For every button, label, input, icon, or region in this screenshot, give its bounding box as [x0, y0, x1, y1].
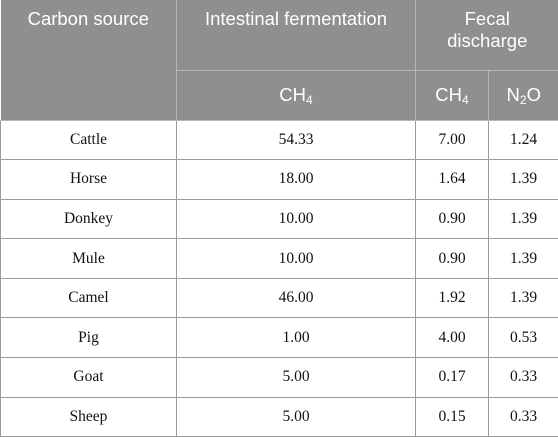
table-row: Cattle 54.33 7.00 1.24: [1, 120, 558, 160]
cell-if-ch4: 10.00: [177, 239, 416, 279]
ch4-subscript: 4: [306, 93, 313, 107]
cell-if-ch4: 10.00: [177, 199, 416, 239]
cell-if-ch4: 5.00: [177, 397, 416, 437]
cell-fd-ch4: 0.15: [416, 397, 489, 437]
header-carbon-source-label: Carbon source: [28, 8, 149, 29]
cell-fd-ch4: 0.90: [416, 239, 489, 279]
table-row: Horse 18.00 1.64 1.39: [1, 160, 558, 200]
cell-source: Sheep: [1, 397, 177, 437]
cell-fd-ch4: 4.00: [416, 318, 489, 358]
cell-source: Cattle: [1, 120, 177, 160]
table-row: Donkey 10.00 0.90 1.39: [1, 199, 558, 239]
cell-if-ch4: 46.00: [177, 278, 416, 318]
header-intestinal-fermentation: Intestinal fermentation: [177, 0, 416, 70]
cell-fd-ch4: 1.92: [416, 278, 489, 318]
cell-fd-n2o: 0.33: [489, 397, 558, 437]
header-fecal-discharge: Fecal discharge: [416, 0, 558, 70]
table-header: Carbon source Intestinal fermentation Fe…: [1, 0, 558, 120]
ch4-subscript: 4: [462, 93, 469, 107]
cell-source: Donkey: [1, 199, 177, 239]
cell-source: Mule: [1, 239, 177, 279]
cell-if-ch4: 54.33: [177, 120, 416, 160]
table-row: Pig 1.00 4.00 0.53: [1, 318, 558, 358]
n2o-label: N: [507, 84, 520, 105]
cell-fd-n2o: 1.39: [489, 278, 558, 318]
cell-fd-ch4: 7.00: [416, 120, 489, 160]
cell-source: Goat: [1, 358, 177, 398]
cell-if-ch4: 5.00: [177, 358, 416, 398]
cell-fd-ch4: 0.90: [416, 199, 489, 239]
cell-if-ch4: 1.00: [177, 318, 416, 358]
cell-fd-ch4: 0.17: [416, 358, 489, 398]
n2o-label-tail: O: [527, 84, 541, 105]
cell-fd-n2o: 1.39: [489, 160, 558, 200]
emissions-table-container: Carbon source Intestinal fermentation Fe…: [0, 0, 558, 428]
cell-fd-n2o: 1.24: [489, 120, 558, 160]
table-row: Goat 5.00 0.17 0.33: [1, 358, 558, 398]
ch4-label: CH: [435, 84, 462, 105]
table-row: Camel 46.00 1.92 1.39: [1, 278, 558, 318]
n2o-subscript: 2: [520, 93, 527, 107]
cell-fd-n2o: 1.39: [489, 199, 558, 239]
header-fecal-discharge-label: Fecal discharge: [447, 8, 527, 51]
header-row-1: Carbon source Intestinal fermentation Fe…: [1, 0, 558, 70]
header-fd-ch4: CH4: [416, 70, 489, 120]
cell-fd-n2o: 0.33: [489, 358, 558, 398]
cell-source: Horse: [1, 160, 177, 200]
cell-source: Pig: [1, 318, 177, 358]
cell-if-ch4: 18.00: [177, 160, 416, 200]
table-row: Sheep 5.00 0.15 0.33: [1, 397, 558, 437]
cell-fd-ch4: 1.64: [416, 160, 489, 200]
header-if-ch4: CH4: [177, 70, 416, 120]
cell-fd-n2o: 1.39: [489, 239, 558, 279]
cell-fd-n2o: 0.53: [489, 318, 558, 358]
table-body: Cattle 54.33 7.00 1.24 Horse 18.00 1.64 …: [1, 120, 558, 437]
cell-source: Camel: [1, 278, 177, 318]
header-fd-n2o: N2O: [489, 70, 558, 120]
table-row: Mule 10.00 0.90 1.39: [1, 239, 558, 279]
header-intestinal-fermentation-label: Intestinal fermentation: [205, 8, 387, 29]
header-carbon-source: Carbon source: [1, 0, 177, 120]
ch4-label: CH: [279, 84, 306, 105]
